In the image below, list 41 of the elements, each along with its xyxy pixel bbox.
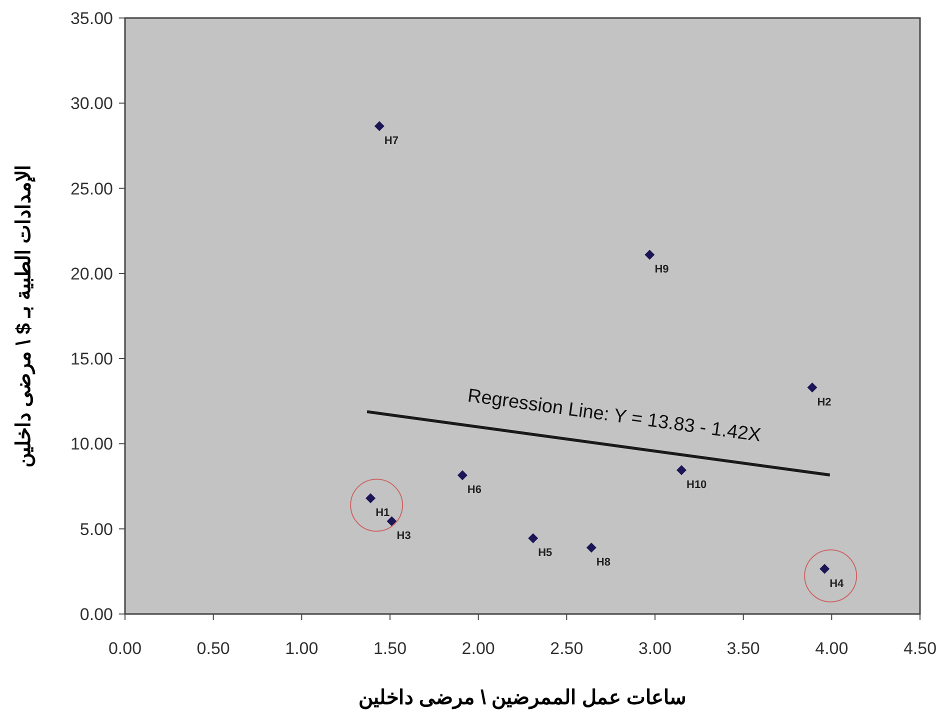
x-tick-label: 3.50: [726, 639, 760, 658]
point: [374, 121, 384, 132]
x-axis-title: ساعات عمل الممرضين \ مرضى داخلين: [358, 687, 687, 710]
x-tick-label: 2.50: [550, 639, 584, 658]
point: [386, 516, 397, 526]
annotation: H7: [384, 135, 398, 148]
x-tick-label: 1.00: [285, 639, 318, 658]
y-tick-label: 10.00: [70, 434, 113, 454]
x-tick-label: 1.50: [373, 639, 407, 658]
x-tick-label: 4.00: [815, 639, 848, 658]
point: [528, 533, 538, 544]
point: [586, 542, 596, 553]
x-tick-label: 2.00: [462, 639, 495, 658]
point: [457, 470, 468, 480]
point: [644, 250, 655, 260]
y-tick-label: 20.00: [70, 264, 113, 284]
y-tick-label: 0.00: [80, 605, 113, 624]
annotation: H5: [538, 547, 552, 560]
point: [676, 465, 686, 476]
annotation: H2: [817, 396, 832, 409]
annotation: H8: [596, 556, 610, 569]
y-tick-label: 35.00: [70, 9, 113, 28]
annotation: H3: [396, 530, 411, 542]
y-tick-label: 30.00: [70, 94, 113, 114]
x-tick-label: 0.00: [108, 639, 142, 658]
annotation: H4: [830, 578, 845, 590]
point: [366, 493, 376, 504]
point: [807, 382, 818, 393]
x-tick-label: 0.50: [196, 639, 230, 658]
annotation: H6: [467, 484, 482, 496]
annotation: H9: [654, 264, 669, 276]
y-tick-label: 25.00: [70, 179, 113, 198]
point: [820, 564, 830, 574]
text: Regression Line: Y = 13.83 - 1.42X: [466, 385, 762, 446]
annotation: H10: [686, 479, 707, 492]
x-tick-label: 3.00: [638, 639, 672, 658]
y-axis-title: الإمدادات الطبية بـ $ \ مرضى داخلين: [13, 164, 36, 468]
x-tick-label: 4.50: [903, 639, 937, 658]
y-tick-label: 5.00: [80, 520, 113, 539]
y-tick-label: 15.00: [70, 350, 113, 369]
annotation: H1: [376, 507, 390, 520]
